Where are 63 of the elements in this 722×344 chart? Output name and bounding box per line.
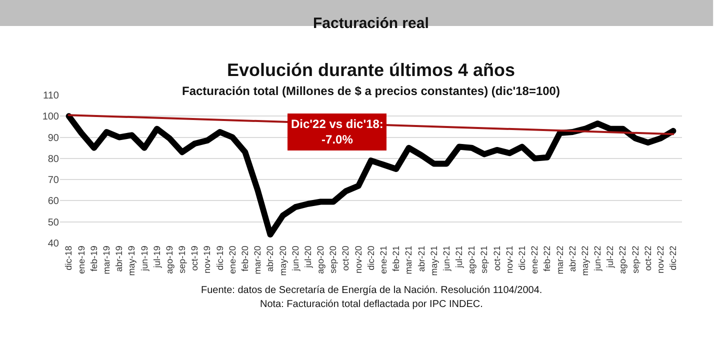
x-tick-label: abr-22: [567, 246, 578, 272]
x-tick-label: nov-22: [656, 246, 666, 274]
x-tick-label: ene-20: [227, 246, 238, 274]
x-tick-label: mar-20: [252, 246, 263, 274]
y-tick-label: 70: [48, 175, 60, 186]
x-tick-label: abr-20: [265, 246, 276, 272]
x-tick-label: jun-19: [139, 246, 150, 272]
y-tick-label: 110: [43, 90, 60, 102]
x-tick-label: oct-21: [492, 246, 502, 271]
x-tick-label: feb-22: [542, 246, 552, 272]
x-tick-label: jul-20: [302, 246, 313, 269]
x-tick-label: sep-20: [328, 246, 338, 274]
x-tick-label: may-22: [580, 246, 590, 276]
x-tick-label: nov-21: [504, 246, 514, 274]
x-tick-label: jun-21: [441, 246, 452, 272]
x-tick-label: sep-21: [479, 246, 490, 274]
x-tick-label: dic-19: [214, 246, 225, 270]
text: Nota: Facturación total deflactada por IPC INDEC.: [260, 299, 483, 310]
x-tick-label: oct-20: [340, 246, 351, 271]
x-tick-label: feb-21: [391, 246, 402, 272]
y-tick-label: 50: [48, 217, 60, 228]
x-tick-label: may-20: [278, 246, 288, 276]
y-tick-label: 40: [48, 238, 60, 250]
x-tick-label: sep-22: [630, 246, 640, 274]
annotation: Dic'22 vs dic'18: -7.0%: [291, 117, 384, 147]
x-tick-label: feb-20: [240, 246, 250, 272]
x-tick-label: abr-21: [416, 246, 426, 272]
x-tick-label: jul-19: [152, 246, 162, 269]
x-tick-label: oct-19: [190, 246, 200, 271]
x-tick-label: jul-22: [605, 246, 616, 269]
y-tick-label: 80: [48, 154, 60, 165]
x-tick-label: ene-22: [530, 246, 540, 274]
x-tick-label: ago-21: [466, 246, 477, 274]
chart-subtitle: Evolución durante últimos 4 años: [227, 60, 516, 80]
x-tick-label: feb-19: [88, 246, 99, 272]
x-tick-label: mar-21: [404, 246, 414, 274]
x-tick-label: nov-20: [353, 246, 364, 274]
x-tick-label: ene-21: [378, 246, 389, 274]
x-tick-label: dic-22: [668, 246, 678, 270]
source-note: Fuente: datos de Secretaría de Energía de la Nación. Resolución 1104/2004.: [201, 285, 542, 296]
x-tick-label: nov-19: [202, 246, 212, 274]
x-tick-label: dic-20: [366, 246, 376, 270]
x-tick-label: ene-19: [76, 246, 86, 274]
x-tick-label: oct-22: [642, 246, 653, 271]
x-tick-label: sep-19: [177, 246, 188, 274]
y-tick-label: 90: [48, 132, 60, 144]
x-tick-label: jun-20: [290, 246, 300, 272]
x-tick-label: ago-19: [164, 246, 174, 274]
x-tick-label: ago-20: [316, 246, 326, 274]
x-tick-label: jun-22: [592, 246, 603, 272]
y-tick-label: 100: [42, 112, 60, 123]
x-tick-label: dic-21: [517, 246, 528, 270]
x-tick-label: abr-19: [114, 246, 124, 272]
annotation: Facturación total (Millones de $ a precios constantes) (dic'18=100): [182, 84, 560, 98]
y-tick-label: 60: [48, 196, 60, 208]
x-tick-label: may-21: [428, 246, 439, 276]
x-tick-label: mar-22: [554, 246, 565, 274]
x-tick-label: mar-19: [102, 246, 112, 274]
x-tick-label: ago-22: [618, 246, 628, 274]
x-tick-label: may-19: [126, 246, 137, 276]
x-tick-label: jul-21: [454, 246, 464, 269]
chart-title: Facturación real: [313, 15, 429, 32]
x-tick-label: dic-18: [64, 246, 74, 270]
